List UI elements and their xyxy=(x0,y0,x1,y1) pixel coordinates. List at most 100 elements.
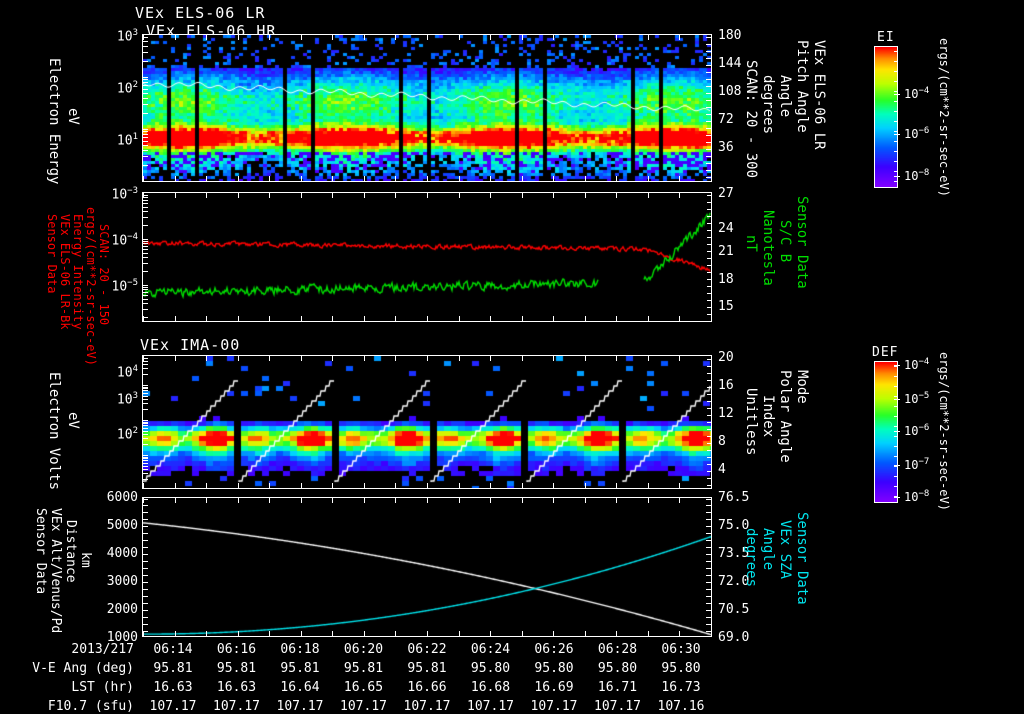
axis-xtickmark xyxy=(143,356,144,361)
axis-tickmark xyxy=(707,293,711,294)
axis-tickmark xyxy=(707,387,711,388)
panel2-right-title-0: Sensor Data xyxy=(794,196,810,289)
def-colorbar-tickmark-1 xyxy=(894,398,900,400)
axis-xtickmark xyxy=(490,35,491,40)
panel3-title: VEx IMA-00 xyxy=(140,336,241,354)
axis-xtickmark xyxy=(616,483,617,488)
axis-xtickmark xyxy=(301,176,302,181)
axis-tickmark xyxy=(707,366,711,367)
panel2-ytick-1: 10−4 xyxy=(111,232,139,249)
panel3-ytick-2: 102 xyxy=(116,426,138,443)
panel3-ytick-1: 103 xyxy=(116,391,138,408)
axis-xtickmark xyxy=(679,193,680,198)
axis-tickmark xyxy=(143,499,148,500)
bottom-cell-r1-c2: 95.81 xyxy=(280,661,320,676)
axis-tickmark xyxy=(143,423,148,424)
bottom-cell-r0-c6: 06:26 xyxy=(534,642,574,657)
panel1-ytick-1: 102 xyxy=(116,80,138,97)
axis-tickmark xyxy=(706,610,711,611)
axis-xtickmark xyxy=(269,483,270,488)
def-colorbar-minor-tick xyxy=(894,396,898,397)
axis-xtickmark xyxy=(490,176,491,181)
axis-tickmark xyxy=(143,134,148,135)
axis-xtickmark xyxy=(522,483,523,488)
panel2-right-title-2: Nanotesla xyxy=(760,210,776,286)
def-colorbar-tickmark-3 xyxy=(894,464,900,466)
axis-tickmark xyxy=(706,51,711,52)
axis-tickmark xyxy=(143,287,148,288)
bottom-cell-r2-c0: 16.63 xyxy=(153,680,193,695)
axis-tickmark xyxy=(143,519,148,520)
axis-xtickmark xyxy=(711,316,712,321)
panel2-right-tick-0: 27 xyxy=(718,186,734,201)
axis-xtickmark xyxy=(553,498,554,503)
bottom-cell-r3-c5: 107.17 xyxy=(467,699,514,714)
axis-tickmark xyxy=(143,145,148,146)
def-colorbar-minor-tick xyxy=(894,376,898,377)
bottom-row-label-1: V-E Ang (deg) xyxy=(32,661,134,676)
axis-tickmark xyxy=(707,359,711,360)
axis-tickmark xyxy=(706,79,711,80)
panel2-left-title-0: Sensor Data xyxy=(45,214,59,294)
axis-xtickmark xyxy=(459,176,460,181)
axis-xtickmark xyxy=(206,631,207,636)
def-colorbar-minor-tick xyxy=(894,446,898,447)
axis-xtickmark xyxy=(522,498,523,503)
axis-tickmark xyxy=(143,85,148,86)
axis-tickmark xyxy=(707,230,711,231)
bottom-cell-r3-c1: 107.17 xyxy=(213,699,260,714)
axis-tickmark xyxy=(143,203,148,204)
def-colorbar-minor-tick xyxy=(894,436,898,437)
def-colorbar-minor-tick xyxy=(894,456,898,457)
axis-xtickmark xyxy=(679,483,680,488)
axis-xtickmark xyxy=(269,35,270,40)
panel4-plot-frame xyxy=(142,497,712,637)
panel3-right-title-1: Polar Angle xyxy=(777,370,793,463)
axis-tickmark xyxy=(706,163,711,164)
axis-xtickmark xyxy=(238,356,239,361)
axis-xtickmark xyxy=(364,316,365,321)
axis-xtickmark xyxy=(711,498,712,503)
axis-tickmark xyxy=(706,37,711,38)
axis-xtickmark xyxy=(490,631,491,636)
axis-xtickmark xyxy=(427,193,428,198)
axis-tickmark xyxy=(707,436,711,437)
panel2-right-tick-2: 21 xyxy=(718,244,734,259)
axis-xtickmark xyxy=(143,498,144,503)
axis-xtickmark xyxy=(301,35,302,40)
axis-tickmark xyxy=(143,271,148,272)
axis-tickmark xyxy=(143,361,148,362)
axis-tickmark xyxy=(143,422,148,423)
colorbar-def-units: ergs/(cm**2-sr-sec-eV) xyxy=(937,352,951,511)
axis-tickmark xyxy=(707,380,711,381)
axis-xtickmark xyxy=(490,356,491,361)
bottom-cell-r2-c6: 16.69 xyxy=(534,680,574,695)
axis-tickmark xyxy=(143,165,148,166)
axis-xtickmark xyxy=(332,498,333,503)
panel2-left-title-2: Energy Intensity xyxy=(71,214,85,330)
axis-tickmark xyxy=(707,408,711,409)
axis-xtickmark xyxy=(206,483,207,488)
axis-xtickmark xyxy=(238,631,239,636)
axis-tickmark xyxy=(143,575,148,576)
axis-tickmark xyxy=(143,225,148,226)
axis-xtickmark xyxy=(427,356,428,361)
bottom-cell-r0-c8: 06:30 xyxy=(661,642,701,657)
bottom-cell-r3-c0: 107.17 xyxy=(149,699,197,714)
panel4-ytick-1: 5000 xyxy=(106,518,138,533)
axis-tickmark xyxy=(706,505,711,506)
axis-tickmark xyxy=(143,89,148,90)
axis-xtickmark xyxy=(395,356,396,361)
axis-tickmark xyxy=(143,425,148,426)
axis-tickmark xyxy=(143,547,148,548)
axis-xtickmark xyxy=(175,356,176,361)
axis-tickmark xyxy=(143,390,148,391)
def-colorbar-minor-tick xyxy=(894,366,898,367)
panel1-right-title-3: degrees xyxy=(760,75,776,135)
axis-xtickmark xyxy=(616,316,617,321)
axis-tickmark xyxy=(707,443,711,444)
panel2-right-tick-3: 18 xyxy=(718,272,734,287)
panel3-left-axis-units: eV xyxy=(65,412,81,429)
axis-xtickmark xyxy=(238,176,239,181)
axis-tickmark xyxy=(143,624,148,625)
